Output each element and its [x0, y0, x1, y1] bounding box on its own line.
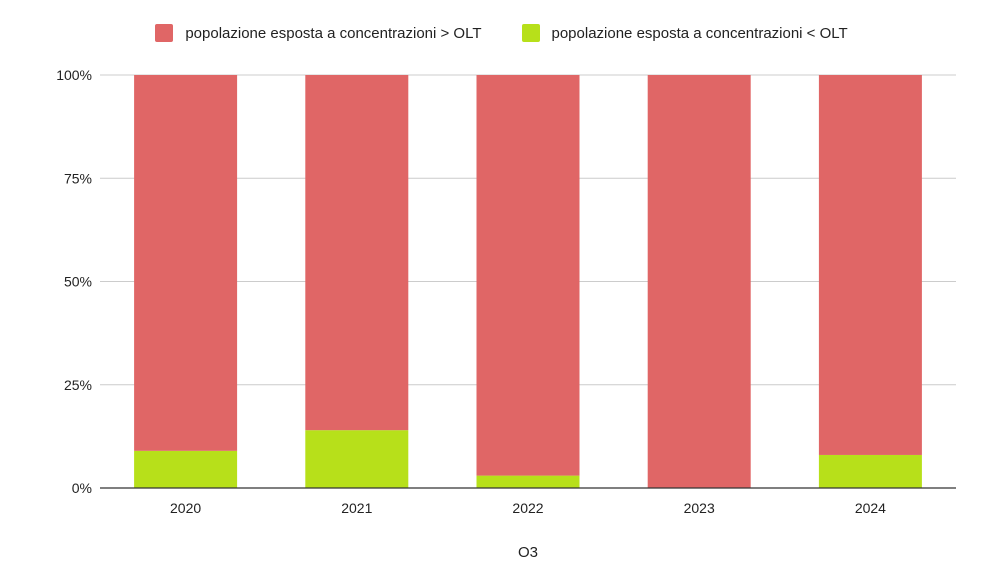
y-tick-label: 100% — [56, 67, 92, 83]
bar-segment-2021-below-olt — [305, 430, 409, 488]
bar-segment-2020-above-olt — [134, 75, 238, 451]
bar-segment-2020-below-olt — [134, 450, 238, 488]
bar-segment-2023-above-olt — [647, 75, 751, 488]
x-axis-label: O3 — [518, 544, 538, 561]
x-tick-label: 2021 — [341, 500, 372, 516]
y-tick-label: 0% — [72, 480, 92, 496]
chart-legend: popolazione esposta a concentrazioni > O… — [0, 24, 1003, 42]
x-tick-label: 2020 — [170, 500, 201, 516]
legend-swatch-above-olt — [155, 24, 174, 42]
x-tick-label: 2022 — [512, 500, 543, 516]
y-tick-label: 25% — [64, 377, 92, 393]
legend-label-below-olt: popolazione esposta a concentrazioni < O… — [551, 24, 848, 42]
legend-label-above-olt: popolazione esposta a concentrazioni > O… — [185, 24, 482, 42]
bar-segment-2022-below-olt — [476, 475, 580, 488]
bar-segment-2022-above-olt — [476, 75, 580, 476]
legend-swatch-below-olt — [521, 24, 540, 42]
y-tick-label: 50% — [64, 274, 92, 290]
legend-item-above-olt: popolazione esposta a concentrazioni > O… — [155, 24, 482, 42]
y-tick-label: 75% — [64, 170, 92, 186]
x-tick-label: 2024 — [855, 500, 886, 516]
bar-segment-2024-below-olt — [818, 454, 922, 488]
bar-segment-2021-above-olt — [305, 75, 409, 431]
legend-item-below-olt: popolazione esposta a concentrazioni < O… — [521, 24, 848, 42]
x-tick-label: 2023 — [684, 500, 715, 516]
bar-segment-2024-above-olt — [818, 75, 922, 455]
